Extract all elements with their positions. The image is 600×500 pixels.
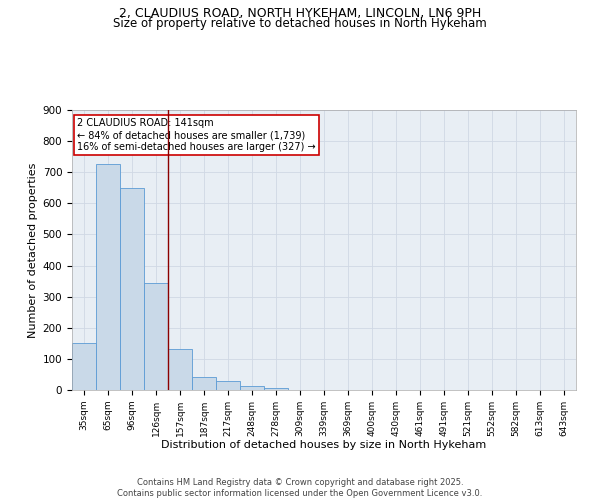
Bar: [120, 188, 144, 390]
Text: Contains HM Land Registry data © Crown copyright and database right 2025.
Contai: Contains HM Land Registry data © Crown c…: [118, 478, 482, 498]
Bar: [96, 164, 120, 390]
Bar: [168, 348, 192, 390]
Bar: [144, 282, 168, 390]
Bar: [264, 388, 288, 390]
Text: 2 CLAUDIUS ROAD: 141sqm
← 84% of detached houses are smaller (1,739)
16% of semi: 2 CLAUDIUS ROAD: 141sqm ← 84% of detache…: [77, 118, 316, 152]
X-axis label: Distribution of detached houses by size in North Hykeham: Distribution of detached houses by size …: [161, 440, 487, 450]
Text: Size of property relative to detached houses in North Hykeham: Size of property relative to detached ho…: [113, 18, 487, 30]
Bar: [240, 386, 264, 390]
Bar: [216, 380, 240, 390]
Bar: [72, 344, 96, 390]
Text: 2, CLAUDIUS ROAD, NORTH HYKEHAM, LINCOLN, LN6 9PH: 2, CLAUDIUS ROAD, NORTH HYKEHAM, LINCOLN…: [119, 8, 481, 20]
Bar: [192, 377, 216, 390]
Y-axis label: Number of detached properties: Number of detached properties: [28, 162, 38, 338]
